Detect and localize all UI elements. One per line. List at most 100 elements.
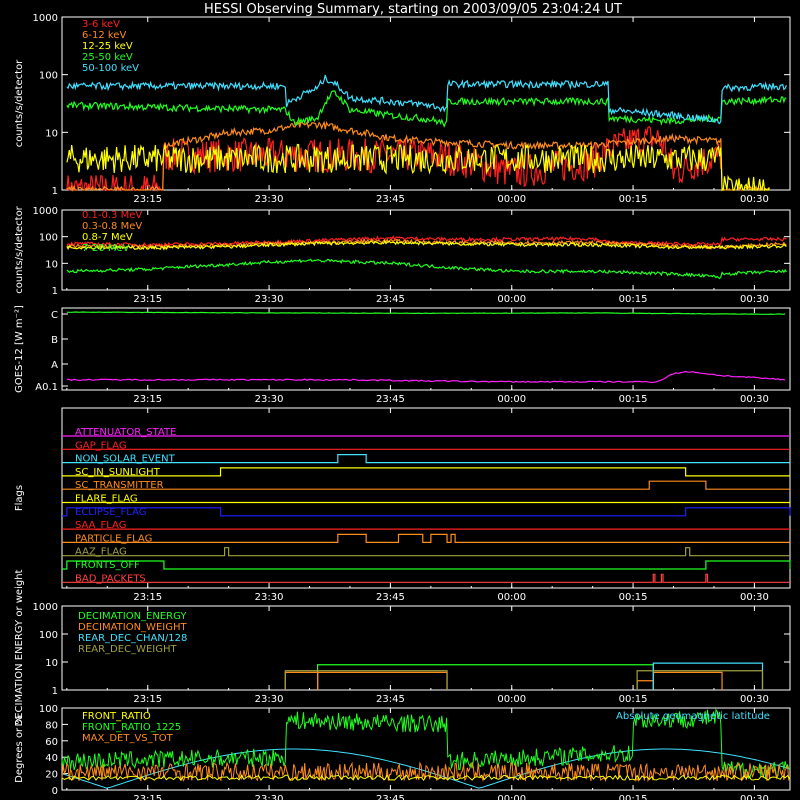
goes-ytick-label: A	[51, 360, 58, 371]
rates-high-legend-item: 0.1-0.3 MeV	[82, 210, 142, 221]
ratio-legend-item: MAX_DET_VS_TOT	[82, 733, 174, 744]
rates-high-legend-item: 0.8-7 MeV	[82, 232, 133, 243]
goes-ytick-label: B	[51, 335, 58, 346]
decimation-ytick-label: 10	[45, 658, 58, 669]
decimation-ytick-label: 1000	[33, 602, 58, 613]
goes-ylabel: GOES-12 [W m⁻²]	[14, 305, 25, 393]
ratio-ytick-label: 60	[45, 737, 58, 748]
rates-low-legend-item: 12-25 keV	[82, 41, 133, 52]
flag-label: SC_IN_SUNLIGHT	[75, 467, 161, 478]
flag-label: GAP_FLAG	[75, 440, 127, 451]
ratio-frame	[61, 707, 791, 791]
rates-high-frame	[61, 209, 791, 291]
ratio-legend-item: FRONT_RATIO_1225	[82, 722, 181, 733]
rates-high-ytick-label: 1000	[33, 206, 58, 217]
ratio-xtick-label: 00:30	[740, 794, 769, 800]
decimation-decimation-weight-step	[652, 671, 723, 690]
rates-low-legend-item: 50-100 keV	[82, 63, 139, 74]
ratio-legend-item: FRONT_RATIO	[82, 711, 151, 722]
decimation-rear-dec-weight-step	[636, 670, 764, 690]
rates-low-xtick-label: 00:30	[740, 194, 769, 205]
flags-xtick-label: 23:45	[376, 592, 405, 603]
ratio-xtick-label: 23:15	[133, 794, 162, 800]
flag-label: FLARE_FLAG	[75, 494, 138, 505]
goes-xtick-label: 00:00	[497, 394, 526, 405]
series-087mev-line	[66, 239, 787, 251]
decimation-rear-dec-chan-128-step	[652, 662, 764, 690]
flag-label: BAD_PACKETS	[75, 573, 146, 584]
flags-xtick-label: 00:30	[740, 592, 769, 603]
flags-xtick-label: 00:15	[619, 592, 648, 603]
decimation-legend-item: DECIMATION_WEIGHT	[78, 622, 187, 633]
rates-high-xtick-label: 23:30	[255, 294, 284, 305]
rates-low-xtick-label: 23:15	[133, 194, 162, 205]
flag-label: SC_TRANSMITTER	[75, 480, 164, 491]
decimation-legend-item: DECIMATION_ENERGY	[78, 611, 187, 622]
rates-low-xtick-label: 23:30	[255, 194, 284, 205]
rates-low-ylabel: counts/s/detector	[14, 59, 25, 147]
decimation-frame	[61, 605, 791, 691]
ratio-ytick-label: 80	[45, 720, 58, 731]
ratio-ylabel: Degrees or %	[14, 715, 25, 783]
decimation-ylabel: DECIMATION ENERGY or weight	[14, 569, 25, 726]
rates-high-xtick-label: 00:00	[497, 294, 526, 305]
series-1225kev-line	[66, 142, 770, 192]
goes-long-line	[66, 311, 786, 315]
rates-high-legend-item: 0.3-0.8 MeV	[82, 221, 142, 232]
goes-xtick-label: 23:15	[133, 394, 162, 405]
flag-label: PARTICLE_FLAG	[75, 533, 152, 544]
series-50100kev-line	[66, 74, 787, 125]
flag-line-sc-transmitter	[62, 480, 790, 490]
ratio-xtick-label: 23:30	[255, 794, 284, 800]
rates-low-xtick-label: 00:15	[619, 194, 648, 205]
flag-label: SAA_FLAG	[75, 520, 126, 531]
goes-ytick-label: C	[51, 310, 58, 321]
series-720mev-line	[66, 258, 787, 280]
goes-xtick-label: 00:15	[619, 394, 648, 405]
flags-xtick-label: 23:15	[133, 592, 162, 603]
goes-xtick-label: 00:30	[740, 394, 769, 405]
decimation-ytick-label: 100	[39, 630, 58, 641]
flag-line-particle-flag	[62, 533, 790, 544]
flag-label: FRONTS_OFF	[75, 560, 140, 571]
flag-line-fronts-off	[62, 560, 791, 570]
flags-ylabel: Flags	[14, 485, 25, 511]
decimation-ytick-label: 1	[52, 686, 58, 697]
ratio-ytick-label: 20	[45, 770, 58, 781]
decimation-legend-item: REAR_DEC_WEIGHT	[78, 644, 177, 655]
rates-high-xtick-label: 00:30	[740, 294, 769, 305]
decimation-xtick-label: 23:30	[255, 694, 284, 705]
flags-frame	[61, 407, 791, 589]
decimation-decimation-weight-step	[284, 671, 319, 690]
ratio-ytick-label: 40	[45, 753, 58, 764]
figure-title: HESSI Observing Summary, starting on 200…	[204, 2, 622, 17]
flag-line-non-solar-event	[62, 454, 790, 464]
series-2550kev-line	[66, 90, 787, 128]
rates-low-xtick-label: 00:00	[497, 194, 526, 205]
decimation-xtick-label: 23:45	[376, 694, 405, 705]
flag-line-bad-packets	[62, 573, 790, 583]
rates-high-legend-item: 7-20 MeV	[82, 243, 130, 254]
rates-high-ytick-label: 1	[52, 286, 58, 297]
decimation-xtick-label: 00:30	[740, 694, 769, 705]
goes-xtick-label: 23:30	[255, 394, 284, 405]
flag-label: AAZ_FLAG	[75, 547, 127, 558]
goes-short-line	[66, 370, 786, 384]
flag-label: ATTENUATOR_STATE	[75, 427, 176, 438]
flag-label: NON_SOLAR_EVENT	[75, 454, 176, 465]
ratio-xtick-label: 23:45	[376, 794, 405, 800]
series-612kev-line	[66, 120, 770, 192]
goes-ytick-label: A0.1	[35, 382, 58, 393]
rates-low-ytick-label: 100	[39, 71, 58, 82]
decimation-xtick-label: 00:00	[497, 694, 526, 705]
rates-high-ytick-label: 10	[45, 259, 58, 270]
rates-low-ytick-label: 1000	[33, 13, 58, 24]
front-ratio-1225-line	[61, 708, 790, 780]
decimation-decimation-weight-step	[317, 671, 448, 690]
decimation-xtick-label: 23:15	[133, 694, 162, 705]
ratio-ytick-label: 100	[39, 704, 58, 715]
rates-high-xtick-label: 23:45	[376, 294, 405, 305]
ratio-ytick-label: 0	[52, 786, 58, 797]
